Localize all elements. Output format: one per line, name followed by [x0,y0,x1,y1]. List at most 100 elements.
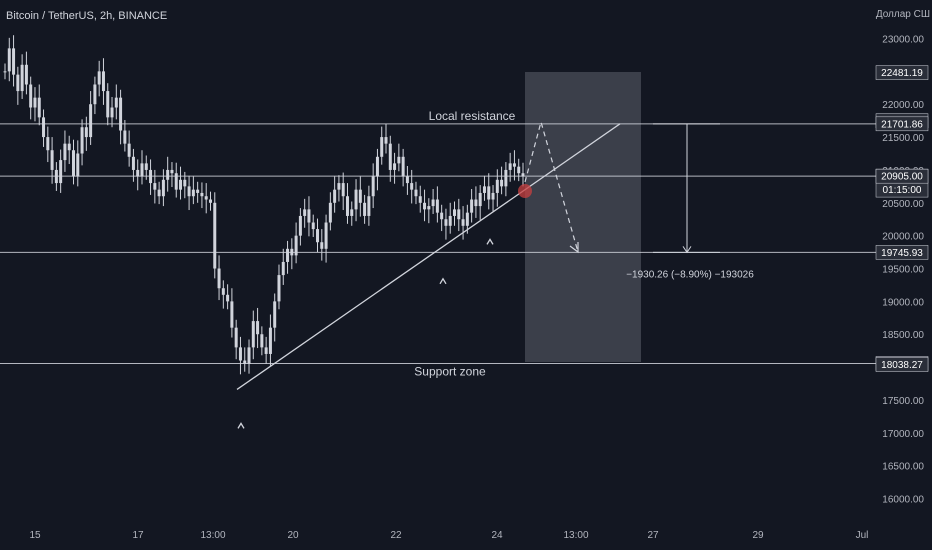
candle-body [251,321,255,348]
candle-body [12,48,16,75]
candle-body [405,176,409,184]
candle-body [16,74,20,92]
candle-body [123,130,127,144]
candle-body [200,192,204,197]
candle-body [495,179,499,193]
candle-body [234,327,238,348]
candle-body [423,202,427,210]
candle-body [367,196,371,216]
candle-body [482,186,486,193]
pivot-marker [237,422,245,429]
candle-body [187,186,191,197]
candle-body [371,176,375,197]
candle-body [80,127,84,154]
x-tick-label: 17 [132,530,144,541]
candle-body [140,163,144,177]
candle-body [380,137,384,157]
candle-body [71,150,75,177]
candle-body [410,183,414,190]
candle-body [127,143,131,157]
price-badge-label-2: 21701.86 [881,119,923,130]
y-tick-label: 22000.00 [882,100,924,111]
candle-body [281,261,285,276]
candle-body [208,199,212,203]
candle-body [191,189,195,197]
candle-body [50,150,54,170]
candle-body [461,219,465,226]
current-price-marker [518,184,532,198]
y-tick-label: 23000.00 [882,35,924,46]
y-tick-label: 17500.00 [882,396,924,407]
candle-body [84,127,88,138]
candles-group [3,35,525,375]
x-tick-label: 20 [287,530,299,541]
candle-body [221,288,225,295]
candle-body [474,199,478,207]
currency-label: Доллар СШ [875,9,930,20]
candle-body [363,202,367,216]
candle-body [273,301,277,328]
price-badge-label-4: 20905.00 [881,172,923,183]
candle-body [500,179,504,187]
projection-arrowhead [569,242,579,254]
x-tick-label: 24 [491,530,503,541]
candle-body [226,294,230,302]
candle-body [33,97,37,108]
candle-body [196,189,200,193]
x-tick-label: 22 [390,530,402,541]
price-badge-label-0: 22481.19 [881,68,923,79]
candle-body [230,301,234,328]
candle-body [448,215,452,226]
candle-body [354,189,358,210]
annotation-support-zone: Support zone [414,364,486,378]
x-tick-label: 27 [647,530,659,541]
candle-body [42,117,46,138]
candle-body [260,334,264,348]
y-tick-label: 21500.00 [882,133,924,144]
candle-body [517,166,521,174]
price-badge-label-5: 19745.93 [881,248,923,259]
candle-body [89,104,93,138]
price-badge-4 [875,168,929,184]
candle-body [131,156,135,170]
candle-body [183,179,187,187]
y-tick-label: 20500.00 [882,199,924,210]
candle-body [290,248,294,256]
candle-body [170,169,174,174]
candle-body [418,196,422,203]
candle-body [512,163,516,167]
y-tick-label: 19000.00 [882,297,924,308]
candle-body [97,71,101,85]
candle-body [504,169,508,187]
price-badge-label-7: 18038.27 [881,360,923,371]
candle-body [76,153,80,177]
candle-body [487,186,491,200]
candle-body [521,173,525,177]
candle-body [247,347,251,364]
x-tick-label: 15 [29,530,41,541]
y-tick-label: 16000.00 [882,495,924,506]
candle-body [427,206,431,210]
candle-body [59,160,63,184]
price-badge-0 [875,65,929,80]
candle-body [470,199,474,213]
price-badge-5 [875,245,929,260]
candle-body [393,163,397,170]
candle-body [101,71,105,92]
candle-body [37,97,41,118]
candle-body [106,91,110,118]
candle-body [179,179,183,190]
price-badge-2 [875,116,929,132]
candle-body [136,169,140,177]
candle-body [508,163,512,170]
candle-body [307,209,311,223]
candle-body [478,192,482,207]
candle-body [328,202,332,223]
candle-body [444,219,448,226]
candle-body [358,189,362,203]
candle-body [303,209,307,216]
measure-label: −1930.26 (−8.90%) −193026 [626,269,754,280]
candle-body [217,268,221,289]
